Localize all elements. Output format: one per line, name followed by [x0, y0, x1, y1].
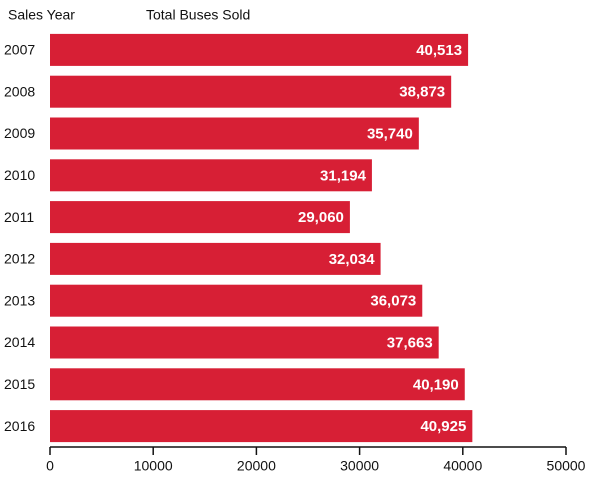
- bar: [50, 117, 419, 150]
- value-label: 40,190: [413, 376, 459, 393]
- x-axis-title: Total Buses Sold: [146, 7, 250, 23]
- bar: [50, 368, 465, 401]
- value-label: 40,925: [420, 418, 466, 435]
- value-label: 32,034: [329, 251, 376, 268]
- value-label: 29,060: [298, 209, 344, 226]
- y-tick-label: 2013: [4, 292, 35, 308]
- x-tick-label: 40000: [443, 458, 482, 474]
- bar: [50, 75, 452, 108]
- y-tick-label: 2009: [4, 125, 35, 141]
- x-tick-label: 10000: [134, 458, 173, 474]
- x-tick-label: 50000: [547, 458, 586, 474]
- value-label: 37,663: [387, 334, 433, 351]
- y-tick-label: 2012: [4, 251, 35, 267]
- y-tick-label: 2008: [4, 83, 35, 99]
- bar: [50, 410, 473, 443]
- bar: [50, 242, 381, 275]
- y-tick-label: 2010: [4, 167, 35, 183]
- y-axis-title: Sales Year: [8, 7, 75, 23]
- bar: [50, 201, 350, 234]
- value-label: 31,194: [320, 167, 367, 184]
- bar: [50, 33, 469, 66]
- value-label: 36,073: [370, 293, 416, 310]
- bar: [50, 326, 439, 359]
- x-tick-label: 30000: [340, 458, 379, 474]
- value-label: 40,513: [416, 42, 462, 59]
- value-label: 38,873: [399, 84, 445, 101]
- y-tick-label: 2014: [4, 334, 35, 350]
- x-tick-label: 0: [46, 458, 54, 474]
- y-tick-label: 2016: [4, 418, 35, 434]
- y-tick-label: 2015: [4, 376, 35, 392]
- y-tick-label: 2007: [4, 42, 35, 58]
- bar: [50, 284, 423, 317]
- x-tick-label: 20000: [237, 458, 276, 474]
- value-label: 35,740: [367, 125, 413, 142]
- bar: [50, 159, 372, 192]
- y-tick-label: 2011: [4, 209, 34, 225]
